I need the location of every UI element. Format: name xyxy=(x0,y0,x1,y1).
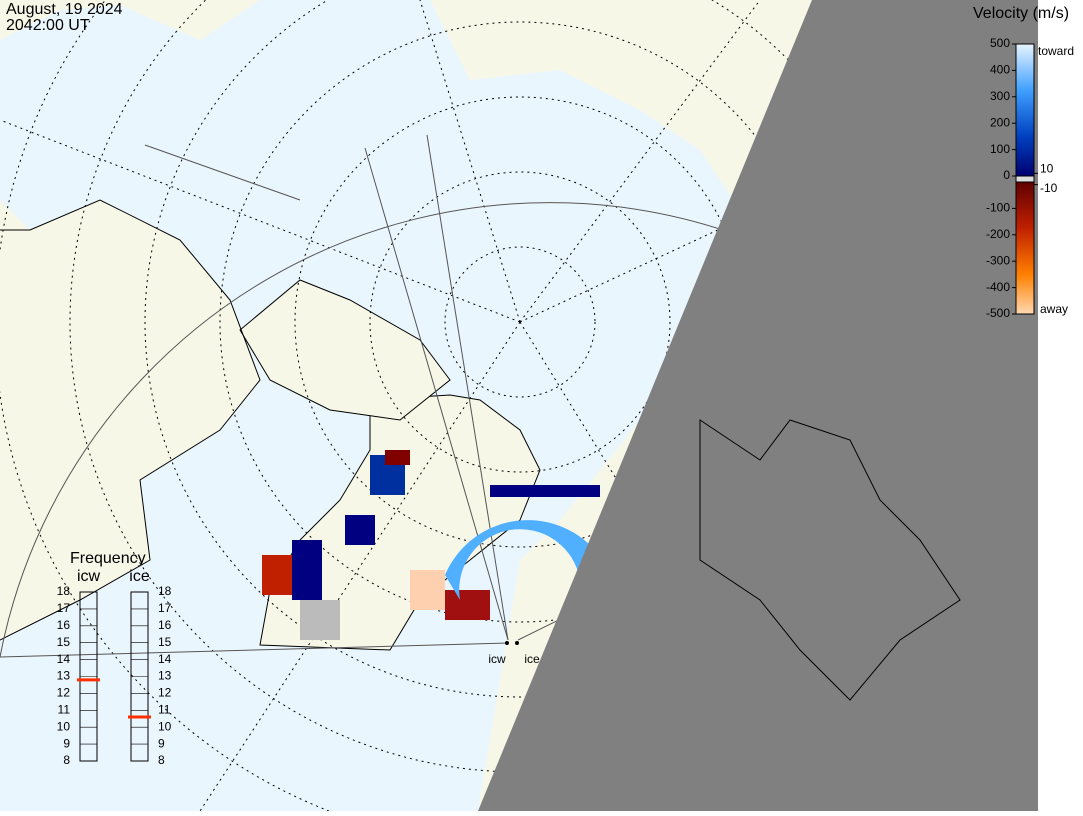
arctic-islands xyxy=(239,279,451,421)
radar-site xyxy=(505,641,509,645)
frequency-label: 16 xyxy=(158,618,172,632)
velocity-colorbar: 500 400 300 200 100 0 -100 -200 -300 -400 -500 10 -1… xyxy=(986,36,1074,320)
cell xyxy=(490,485,600,497)
frequency-label: 11 xyxy=(58,702,71,716)
cell xyxy=(300,600,340,640)
colorbar-positive xyxy=(1015,43,1035,177)
frequency-label: 12 xyxy=(158,686,172,700)
frequency-label: 16 xyxy=(57,618,71,632)
frequency-label: 10 xyxy=(158,719,172,733)
frequency-label: 15 xyxy=(57,635,71,649)
cell xyxy=(445,520,590,600)
away-label: away xyxy=(1040,302,1068,316)
cell xyxy=(262,555,292,595)
frequency-label: 10 xyxy=(57,719,71,733)
frequency-label: 12 xyxy=(57,686,71,700)
scandinavia-coast xyxy=(699,419,961,701)
frequency-label: 9 xyxy=(63,736,70,750)
night-shade xyxy=(478,0,1038,811)
frequency-label: 9 xyxy=(158,736,165,750)
coastline xyxy=(0,199,261,641)
cell xyxy=(445,590,490,620)
time: 2042:00 UT xyxy=(6,17,90,34)
frequency-label: 15 xyxy=(158,635,172,649)
cell xyxy=(345,515,375,545)
colorbar-label: -500 xyxy=(986,306,1010,320)
frequency-label: 8 xyxy=(63,753,70,767)
radar-site xyxy=(515,641,519,645)
frequency-label: 14 xyxy=(57,652,71,666)
colorbar-label: 200 xyxy=(990,115,1010,129)
colorbar-label: -300 xyxy=(986,253,1010,267)
cell xyxy=(410,570,445,610)
frequency-label: 17 xyxy=(158,601,172,615)
frequency-label: 18 xyxy=(158,584,172,598)
radar-name: ice xyxy=(129,568,150,585)
frequency-label: 13 xyxy=(57,669,71,683)
frequency-panel: icw 18 17 16 15 14 13 12 11 10 9 8 ice 18 17 16 15 14 13 12… xyxy=(57,568,172,767)
colorbar-label: -200 xyxy=(986,227,1010,241)
toward-label: toward xyxy=(1038,44,1074,58)
colorbar-label: 400 xyxy=(990,63,1010,77)
frequency-label: 14 xyxy=(158,652,172,666)
radar-name: icw xyxy=(77,568,101,585)
frequency-label: 13 xyxy=(158,669,172,683)
radar-site-label: ice xyxy=(524,652,540,666)
cell xyxy=(292,540,322,600)
date: August, 19 2024 xyxy=(6,1,123,18)
velocity-title: Velocity (m/s) xyxy=(973,5,1069,22)
colorbar-label: 100 xyxy=(990,142,1010,156)
frequency-label: 11 xyxy=(158,702,171,716)
colorbar-label: -10 xyxy=(1040,181,1058,195)
cell xyxy=(385,450,410,465)
colorbar-label: 300 xyxy=(990,89,1010,103)
colorbar-label: 500 xyxy=(990,36,1010,50)
frequency-label: 17 xyxy=(57,601,71,615)
colorbar-label: 0 xyxy=(1003,168,1010,182)
colorbar-negative xyxy=(1015,181,1035,315)
colorbar-label: -400 xyxy=(986,280,1010,294)
colorbar-label: 10 xyxy=(1040,162,1054,176)
colorbar-zero xyxy=(1015,175,1035,183)
frequency-label: 8 xyxy=(158,753,165,767)
margin xyxy=(1038,0,1083,811)
frequency-label: 18 xyxy=(57,584,71,598)
radar-site-label: icw xyxy=(488,652,506,666)
frequency-title: Frequency xyxy=(70,550,146,567)
colorbar-label: -100 xyxy=(986,201,1010,215)
